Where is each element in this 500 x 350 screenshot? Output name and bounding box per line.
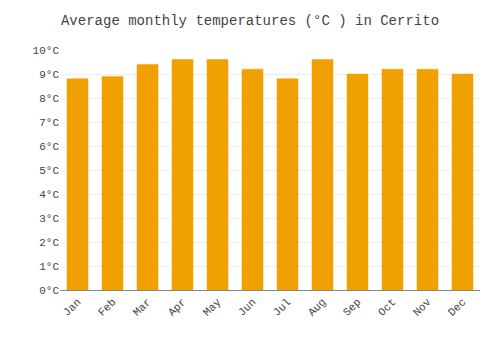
svg-text:Sep: Sep xyxy=(341,296,363,318)
svg-text:1°C: 1°C xyxy=(39,261,59,273)
svg-text:3°C: 3°C xyxy=(39,213,59,225)
svg-text:Nov: Nov xyxy=(411,296,434,319)
svg-text:Jan: Jan xyxy=(61,296,83,318)
svg-text:8°C: 8°C xyxy=(39,93,59,105)
svg-text:2°C: 2°C xyxy=(39,237,59,249)
svg-text:6°C: 6°C xyxy=(39,141,59,153)
svg-text:May: May xyxy=(201,296,224,319)
svg-text:Dec: Dec xyxy=(446,296,468,318)
svg-text:0°C: 0°C xyxy=(39,285,59,297)
svg-text:Oct: Oct xyxy=(376,296,398,318)
svg-text:5°C: 5°C xyxy=(39,165,59,177)
svg-text:Jun: Jun xyxy=(236,296,258,318)
svg-text:Mar: Mar xyxy=(131,296,153,318)
svg-text:9°C: 9°C xyxy=(39,69,59,81)
svg-text:10°C: 10°C xyxy=(33,45,60,57)
svg-text:Apr: Apr xyxy=(166,296,188,318)
svg-text:4°C: 4°C xyxy=(39,189,59,201)
svg-text:Jul: Jul xyxy=(271,296,293,318)
svg-text:Feb: Feb xyxy=(96,296,118,318)
svg-text:Average monthly temperatures (: Average monthly temperatures (°C ) in Ce… xyxy=(61,13,439,29)
svg-text:7°C: 7°C xyxy=(39,117,59,129)
svg-text:Aug: Aug xyxy=(306,296,328,318)
